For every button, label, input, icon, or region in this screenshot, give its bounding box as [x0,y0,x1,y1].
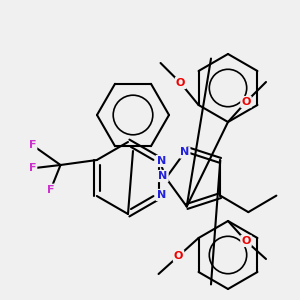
Text: N: N [158,171,168,181]
Text: F: F [29,140,36,150]
Text: F: F [47,185,54,195]
Text: N: N [157,156,166,166]
Text: O: O [241,236,251,246]
Text: N: N [180,148,189,158]
Text: N: N [157,190,166,200]
Text: O: O [241,97,251,107]
Text: F: F [29,163,36,173]
Text: O: O [176,78,185,88]
Text: O: O [174,251,183,261]
